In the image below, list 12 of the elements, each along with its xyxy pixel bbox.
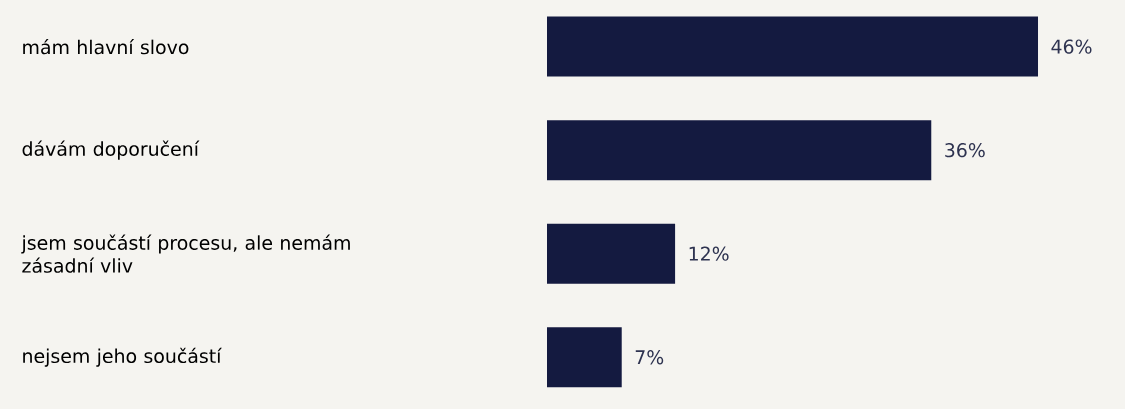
data-label: 46% [1051, 39, 1092, 54]
bar [547, 327, 622, 388]
bar [547, 223, 676, 284]
data-label: 12% [689, 246, 729, 261]
bar [547, 16, 1039, 77]
y-tick-label: nejsem jeho součástí [23, 347, 222, 367]
y-tick-label: mám hlavní slovo [23, 38, 189, 55]
bar [547, 120, 932, 181]
data-label: 7% [635, 350, 664, 365]
data-label: 36% [945, 142, 985, 158]
y-tick-label: jsem součástí procesu, ale nemám zásadní vliv [21, 234, 350, 273]
y-tick-label: dávám doporučení [22, 140, 200, 160]
